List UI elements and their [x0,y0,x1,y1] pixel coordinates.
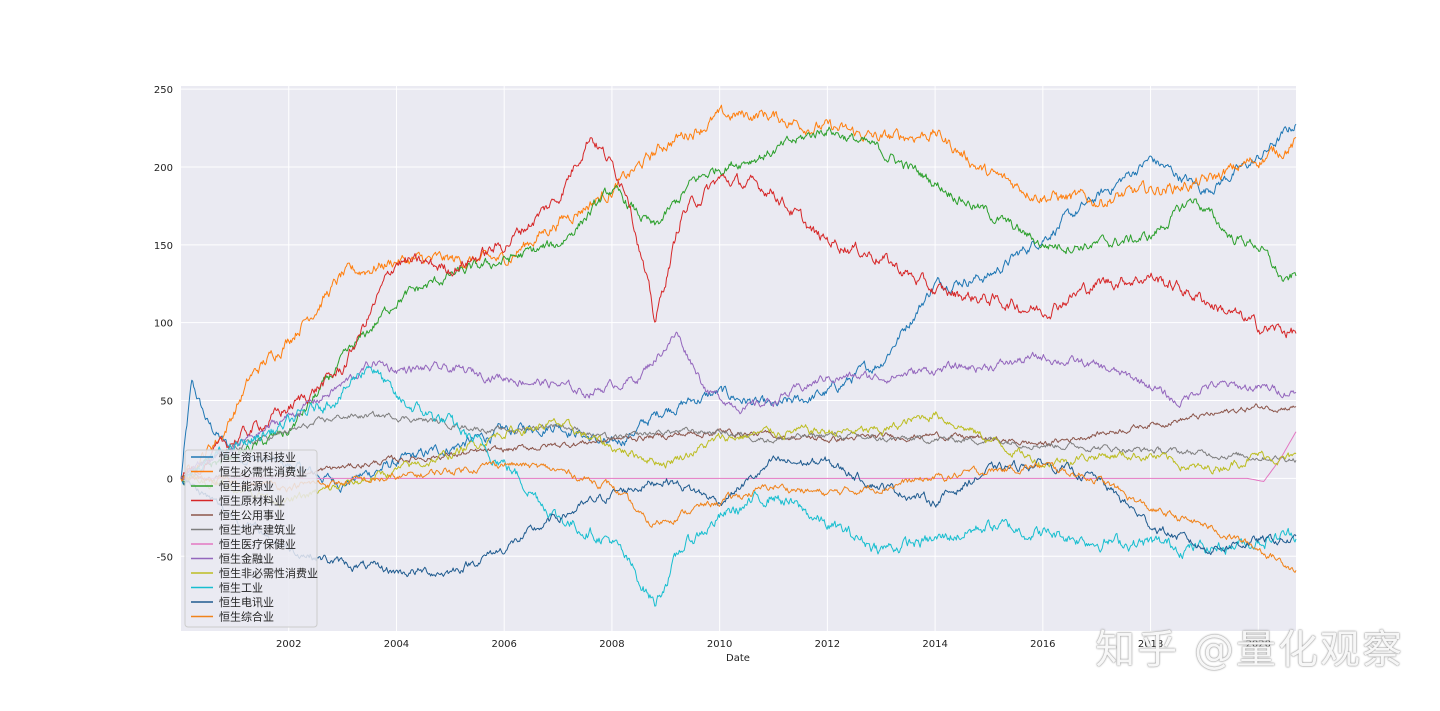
y-tick-label: 200 [154,163,173,174]
legend: 恒生资讯科技业恒生必需性消费业恒生能源业恒生原材料业恒生公用事业恒生地产建筑业恒… [184,449,318,628]
x-tick-label: 2016 [1030,639,1055,650]
series-line-6 [180,410,1297,480]
series-line-12 [180,460,1297,573]
legend-label: 恒生非必需性消费业 [219,566,318,580]
x-tick-label: 2014 [922,639,947,650]
legend-box [184,449,318,628]
series-line-7 [181,431,1297,482]
legend-label: 恒生能源业 [219,479,274,493]
legend-label: 恒生电讯业 [219,595,274,609]
x-tick-label: 2012 [815,639,840,650]
x-tick-label: 2010 [707,639,732,650]
watermark-text: 知乎 @量化观察 [1095,627,1404,673]
series-line-11 [180,455,1297,578]
legend-label: 恒生资讯科技业 [219,450,296,464]
series-line-2 [180,104,1297,480]
x-tick-label: 2002 [276,639,301,650]
x-tick-label: 2004 [384,639,409,650]
y-tick-label: 50 [160,397,173,408]
series-line-8 [180,331,1297,480]
y-tick-label: 150 [154,241,173,252]
legend-label: 恒生原材料业 [219,494,285,508]
series-line-1 [180,123,1297,493]
legend-label: 恒生综合业 [219,610,274,624]
y-tick-label: -50 [157,552,173,563]
x-axis-title: Date [726,653,750,664]
series-line-4 [180,137,1297,482]
y-tick-label: 250 [154,85,173,96]
x-tick-label: 2008 [599,639,624,650]
tick-labels: 2002 2004 2006 2008 2010 2012 2014 2016 2018 2020… [154,85,1271,650]
plot-background [181,86,1296,631]
x-tick-label: 2018 [1138,639,1163,650]
legend-label: 恒生医疗保健业 [219,537,296,551]
legend-label: 恒生地产建筑业 [219,523,296,537]
y-tick-label: 100 [154,319,173,330]
y-tick-label: 0 [167,474,173,485]
legend-label: 恒生公用事业 [219,508,285,522]
series-line-10 [180,365,1297,607]
x-tick-label: 2020 [1246,639,1271,650]
legend-label: 恒生金融业 [219,552,274,566]
legend-label: 恒生工业 [219,581,263,595]
series-line-3 [180,126,1297,484]
grid-lines [181,86,1296,631]
legend-label: 恒生必需性消费业 [219,465,307,479]
series-lines [180,104,1297,607]
x-tick-label: 2006 [491,639,516,650]
